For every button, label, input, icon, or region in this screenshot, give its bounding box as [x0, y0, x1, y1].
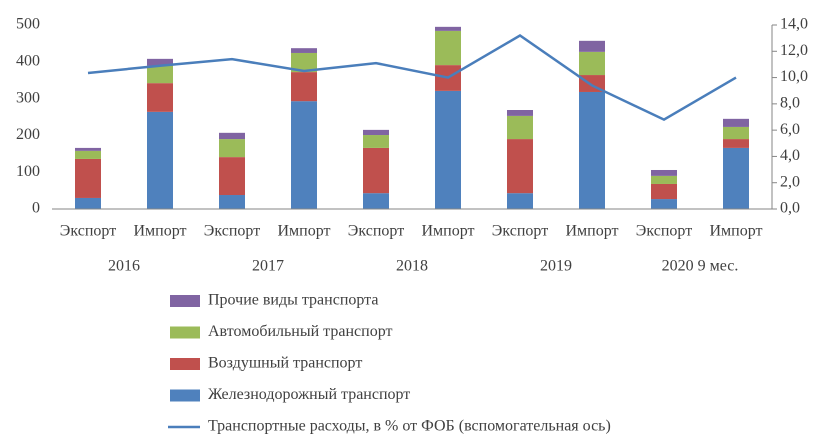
legend-label: Воздушный транспорт — [208, 355, 362, 372]
bar-segment — [507, 139, 533, 194]
y-tick-label: 400 — [16, 52, 40, 69]
bar-segment — [651, 199, 677, 209]
bar-segment — [579, 91, 605, 209]
bar-segment — [435, 90, 461, 209]
bar-segment — [147, 65, 173, 84]
bar-segment — [723, 118, 749, 127]
bar-segment — [507, 115, 533, 140]
y-tick-label: 500 — [16, 16, 40, 33]
y2-tick-label: 2,0 — [780, 173, 800, 190]
bar-segment — [435, 30, 461, 66]
bar-segment — [651, 183, 677, 200]
bar-segment — [363, 193, 389, 209]
x-tick-label: Импорт — [421, 223, 474, 240]
bar-segment — [75, 158, 101, 198]
x-tick-label: Импорт — [709, 223, 762, 240]
bar-segment — [507, 193, 533, 209]
line-series — [87, 34, 737, 122]
bar-segment — [219, 195, 245, 209]
group-label: 2017 — [252, 258, 284, 275]
legend-swatch — [170, 389, 200, 402]
legend-swatch — [170, 295, 200, 307]
x-tick-label: Импорт — [565, 223, 618, 240]
bar-segment — [579, 40, 605, 52]
bar-segment — [291, 48, 317, 53]
x-tick-label: Импорт — [277, 223, 330, 240]
y-tick-label: 300 — [16, 89, 40, 106]
group-label: 2020 9 мес. — [662, 258, 739, 275]
x-tick-label: Экспорт — [60, 223, 116, 240]
bar-segment — [147, 111, 173, 209]
bar-segment — [291, 52, 317, 73]
x-tick-label: Импорт — [133, 223, 186, 240]
bar-segment — [723, 126, 749, 140]
y2-tick-label: 0,0 — [780, 200, 800, 217]
bar-segment — [363, 129, 389, 136]
bar-segment — [147, 83, 173, 112]
bar-segment — [579, 51, 605, 76]
legend-label: Транспортные расходы, в % от ФОБ (вспомо… — [208, 418, 611, 435]
group-label: 2019 — [540, 258, 572, 275]
bar-segment — [75, 197, 101, 209]
x-tick-label: Экспорт — [348, 223, 404, 240]
y-tick-label: 0 — [32, 200, 40, 217]
legend-label: Автомобильный транспорт — [208, 323, 392, 340]
bar-segment — [723, 147, 749, 209]
legend-swatch — [170, 358, 200, 370]
bar-segment — [363, 135, 389, 148]
bar-segment — [219, 132, 245, 140]
bar-segment — [219, 157, 245, 196]
legend-swatch — [170, 326, 200, 339]
x-tick-label: Экспорт — [204, 223, 260, 240]
bar-segment — [723, 139, 749, 148]
bar-segment — [651, 169, 677, 176]
bar-segment — [75, 147, 101, 151]
y2-tick-label: 6,0 — [780, 121, 800, 138]
y2-tick-label: 10,0 — [780, 68, 808, 85]
bar-segment — [651, 175, 677, 184]
y2-tick-label: 8,0 — [780, 95, 800, 112]
group-label: 2018 — [396, 258, 428, 275]
bar-segment — [147, 58, 173, 66]
y-tick-label: 100 — [16, 163, 40, 180]
bar-segment — [219, 139, 245, 158]
y2-tick-label: 4,0 — [780, 147, 800, 164]
y2-tick-label: 14,0 — [780, 16, 808, 33]
legend-label: Прочие виды транспорта — [208, 292, 378, 309]
bar-segment — [507, 110, 533, 116]
bar-segment — [291, 101, 317, 209]
x-tick-label: Экспорт — [492, 223, 548, 240]
y-tick-label: 200 — [16, 126, 40, 143]
group-label: 2016 — [108, 258, 140, 275]
bar-segment — [291, 72, 317, 102]
bar-segment — [75, 150, 101, 159]
y2-tick-label: 12,0 — [780, 42, 808, 59]
x-tick-label: Экспорт — [636, 223, 692, 240]
legend-label: Железнодорожный транспорт — [208, 386, 410, 403]
bar-segment — [435, 26, 461, 31]
bar-segment — [363, 147, 389, 194]
